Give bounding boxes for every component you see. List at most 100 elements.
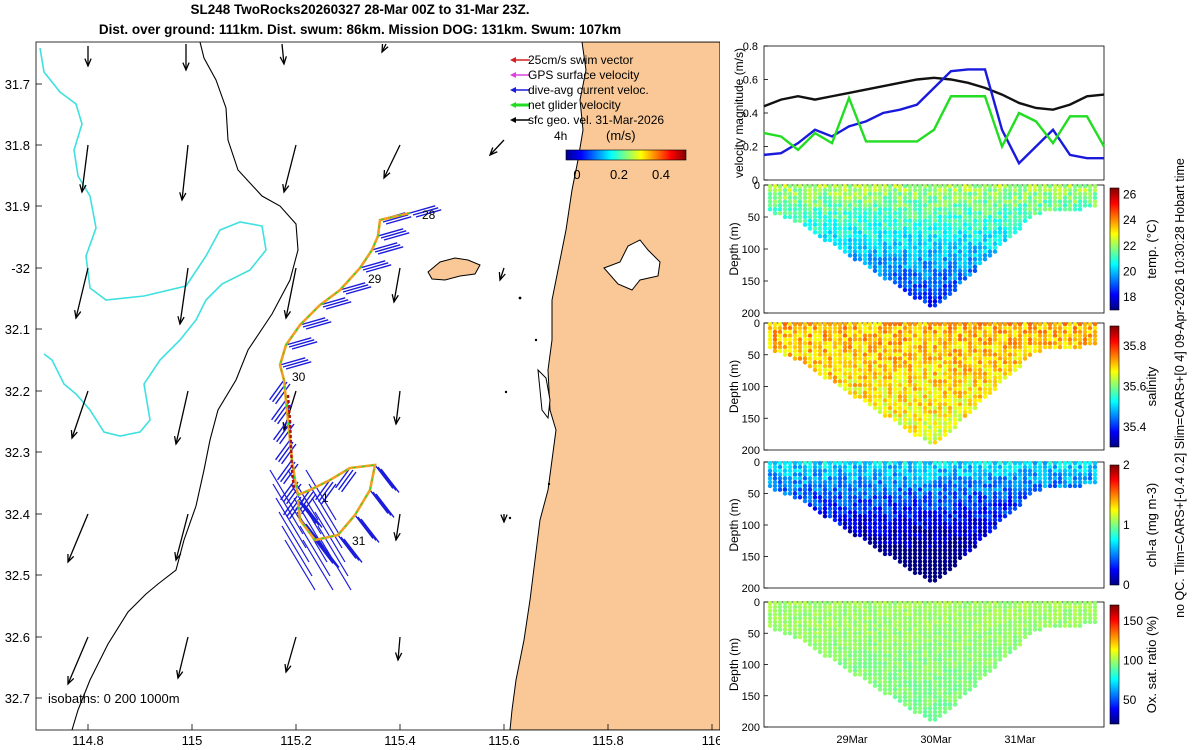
profile-point (1057, 612, 1063, 617)
profile-point (882, 521, 888, 526)
profile-point (782, 604, 788, 610)
profile-point (942, 424, 948, 430)
profile-point (807, 363, 813, 369)
profile-point (957, 619, 963, 625)
profile-point (822, 623, 828, 628)
profile-point (982, 371, 988, 376)
profile-point (942, 464, 948, 470)
profile-point (1067, 207, 1073, 212)
profile-point (817, 634, 823, 640)
profile-point (1032, 461, 1038, 466)
profile-point (1017, 344, 1023, 350)
profile-point (837, 661, 843, 666)
profile-point (857, 532, 863, 538)
profile-point (862, 476, 868, 481)
profile-point (987, 329, 993, 335)
profile-point (1017, 472, 1023, 477)
profile-point (837, 521, 843, 526)
profile-point (902, 272, 908, 277)
profile-point (1082, 472, 1088, 477)
profile-point (852, 661, 858, 666)
profile-point (942, 513, 948, 519)
profile-point (917, 623, 923, 628)
profile-point (912, 544, 918, 549)
profile-point (842, 207, 848, 212)
profile-point (882, 464, 888, 470)
profile-point (957, 551, 963, 557)
profile-point (882, 604, 888, 610)
profile-point (1062, 341, 1068, 346)
profile-point (922, 413, 928, 418)
profile-point (1092, 184, 1098, 189)
profile-point (992, 646, 998, 651)
profile-point (802, 184, 808, 189)
profile-point (967, 371, 973, 376)
profile-point (887, 268, 893, 273)
profile-point (922, 713, 928, 718)
profile-point (857, 619, 863, 625)
profile-point (902, 513, 908, 519)
profile-point (887, 476, 893, 481)
profile-point (912, 548, 918, 553)
colorbar-tick-label: 2 (1123, 458, 1130, 472)
profile-point (902, 495, 908, 500)
profile-point (1042, 203, 1048, 208)
profile-point (902, 409, 908, 415)
profile-point (897, 222, 903, 227)
profile-point (892, 653, 898, 658)
profile-point (847, 517, 853, 523)
profile-point (992, 495, 998, 500)
profile-point (937, 218, 943, 224)
profile-point (822, 195, 828, 200)
profile-point (1032, 348, 1038, 354)
profile-point (952, 218, 958, 224)
profile-point (802, 348, 808, 354)
profile-point (902, 687, 908, 692)
profile-point (882, 222, 888, 227)
profile-point (927, 661, 933, 666)
profile-point (872, 683, 878, 688)
profile-point (922, 249, 928, 254)
profile-point (812, 479, 818, 485)
profile-point (807, 207, 813, 212)
y-tick-label: 0.4 (743, 108, 758, 120)
profile-point (992, 476, 998, 481)
profile-point (832, 333, 838, 338)
profile-point (792, 191, 798, 197)
profile-point (862, 253, 868, 258)
profile-point (932, 341, 938, 346)
profile-point (872, 226, 878, 231)
profile-point (872, 521, 878, 526)
profile-point (942, 495, 948, 500)
profile-point (932, 679, 938, 685)
profile-point (842, 510, 848, 515)
profile-point (992, 222, 998, 227)
profile-point (912, 249, 918, 254)
profile-point (822, 653, 828, 658)
profile-point (812, 363, 818, 369)
profile-point (827, 646, 833, 651)
profile-point (892, 257, 898, 262)
profile-point (922, 472, 928, 477)
profile-point (952, 375, 958, 380)
profile-point (1012, 502, 1018, 508)
profile-point (922, 646, 928, 651)
profile-point (867, 249, 873, 254)
profile-point (1052, 341, 1058, 346)
profile-point (947, 706, 953, 711)
profile-point (807, 631, 813, 636)
profile-point (897, 245, 903, 250)
profile-point (922, 191, 928, 197)
current-vector (377, 466, 397, 491)
profile-point (962, 479, 968, 485)
profile-point (822, 464, 828, 470)
profile-point (837, 653, 843, 658)
profile-point (992, 203, 998, 208)
profile-point (977, 203, 983, 208)
profile-point (972, 476, 978, 481)
profile-point (937, 634, 943, 640)
profile-point (1037, 337, 1043, 342)
profile-point (827, 322, 833, 327)
profile-point (1072, 322, 1078, 327)
profile-point (852, 337, 858, 342)
